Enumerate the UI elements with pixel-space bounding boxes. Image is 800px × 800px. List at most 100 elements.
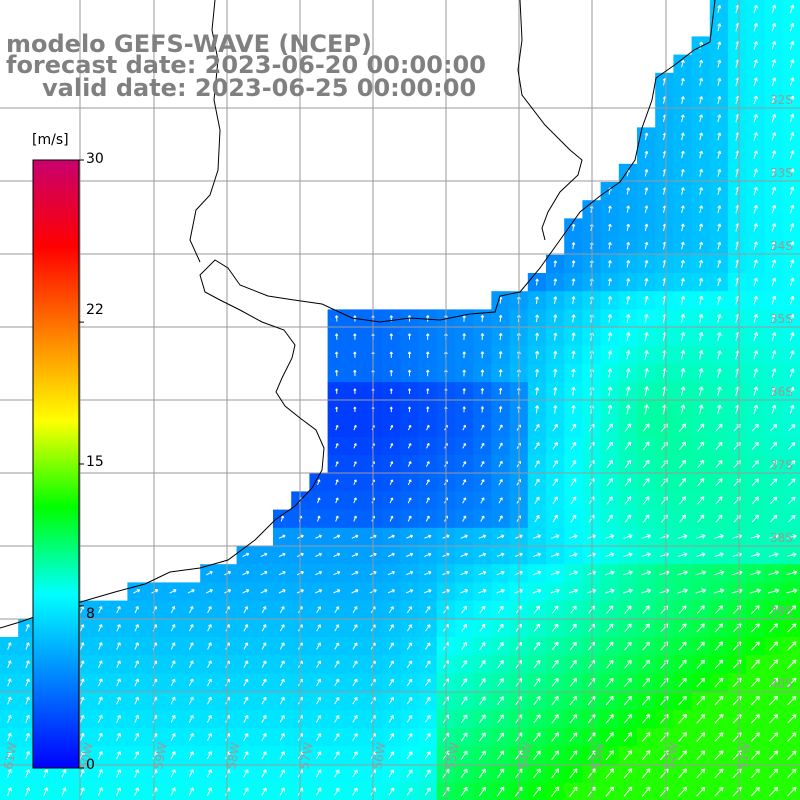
wind-arrow (279, 787, 285, 796)
wind-arrow (116, 714, 121, 723)
wind-arrow (535, 296, 540, 304)
wind-arrow (698, 331, 704, 342)
wind-arrow (279, 606, 285, 614)
wind-arrow (551, 623, 559, 632)
wind-arrow (642, 441, 650, 451)
wind-arrow (623, 750, 633, 761)
wind-arrow (333, 552, 341, 557)
wind-arrow (753, 59, 758, 68)
wind-arrow (552, 442, 558, 450)
wind-arrow (407, 461, 412, 467)
wind-arrow (570, 514, 577, 523)
wind-arrow (769, 460, 778, 468)
wind-arrow (789, 168, 795, 178)
wind-arrow (352, 733, 358, 741)
wind-arrow (279, 751, 285, 760)
wind-arrow (79, 605, 85, 614)
wind-arrow (279, 642, 285, 650)
wind-arrow (680, 132, 685, 141)
wind-arrow (696, 714, 706, 724)
wind-arrow (460, 534, 468, 539)
wind-arrow (787, 732, 797, 742)
wind-arrow (460, 750, 468, 760)
wind-arrow (753, 22, 758, 32)
wind-arrow (260, 570, 268, 576)
wind-arrow (406, 534, 414, 539)
wind-arrow (426, 442, 430, 449)
wind-arrow (680, 313, 686, 323)
wind-arrow (407, 369, 412, 377)
wind-arrow (79, 732, 85, 742)
wind-arrow (496, 552, 505, 557)
wind-arrow (25, 660, 30, 669)
wind-arrow (426, 406, 430, 413)
wind-arrow (205, 570, 213, 576)
wind-arrow (389, 479, 394, 486)
wind-arrow (605, 588, 615, 594)
wind-arrow (699, 41, 704, 50)
latitude-labels: 32S 33S 34S 35S 36S 37S 38S 39S 40S (770, 93, 793, 691)
wind-arrow (699, 150, 704, 159)
wind-arrow (496, 732, 505, 742)
wind-arrow (188, 642, 194, 650)
wind-arrow (788, 424, 796, 432)
wind-arrow (771, 259, 777, 269)
wind-arrow (532, 588, 542, 594)
wind-arrow (97, 732, 103, 742)
wind-arrow (478, 570, 487, 576)
colorbar-tick-22: 22 (86, 302, 104, 318)
wind-arrow (498, 442, 503, 449)
wind-arrow (608, 278, 612, 286)
wind-arrow (644, 295, 649, 305)
wind-arrow (534, 496, 540, 505)
wind-arrow (389, 406, 393, 413)
wind-arrow (695, 588, 707, 594)
wind-arrow (188, 678, 194, 687)
wind-arrow (406, 714, 413, 723)
wind-arrow (535, 332, 540, 341)
wind-arrow (680, 96, 685, 104)
wind-arrow (334, 787, 340, 796)
wind-arrow (551, 786, 560, 797)
wind-arrow (789, 350, 795, 360)
wind-arrow (316, 696, 322, 705)
wind-arrow (535, 350, 540, 359)
wind-arrow (25, 769, 30, 778)
wind-arrow (351, 571, 359, 576)
wind-arrow (605, 714, 614, 724)
wind-arrow (699, 223, 704, 232)
wind-arrow (644, 313, 649, 323)
wind-arrow (316, 624, 321, 632)
wind-arrow (170, 605, 176, 614)
wind-arrow (697, 496, 705, 505)
wind-arrow (641, 750, 651, 761)
wind-arrow (771, 313, 777, 323)
wind-arrow (316, 606, 321, 614)
wind-arrow (789, 295, 795, 305)
wind-arrow (751, 478, 759, 487)
wind-arrow (569, 659, 577, 669)
wind-arrow (789, 59, 795, 68)
wind-arrow (260, 552, 268, 558)
wind-arrow (553, 350, 558, 359)
wind-arrow (478, 588, 487, 594)
wind-arrow (568, 588, 578, 594)
wind-arrow (569, 768, 578, 779)
wind-arrow (315, 733, 322, 741)
wind-arrow (717, 150, 722, 159)
wind-arrow (335, 461, 339, 467)
wind-arrow (771, 204, 777, 214)
wind-arrow (717, 259, 722, 268)
wind-arrow (314, 589, 323, 594)
wind-arrow (460, 732, 468, 742)
wind-arrow (678, 623, 687, 633)
wind-arrow (753, 368, 759, 378)
wind-arrow (335, 406, 339, 413)
wind-arrow (496, 588, 505, 594)
wind-arrow (787, 677, 797, 688)
wind-arrow (750, 677, 760, 688)
wind-arrow (534, 460, 540, 468)
wind-arrow (551, 677, 559, 687)
wind-arrow (460, 678, 468, 687)
